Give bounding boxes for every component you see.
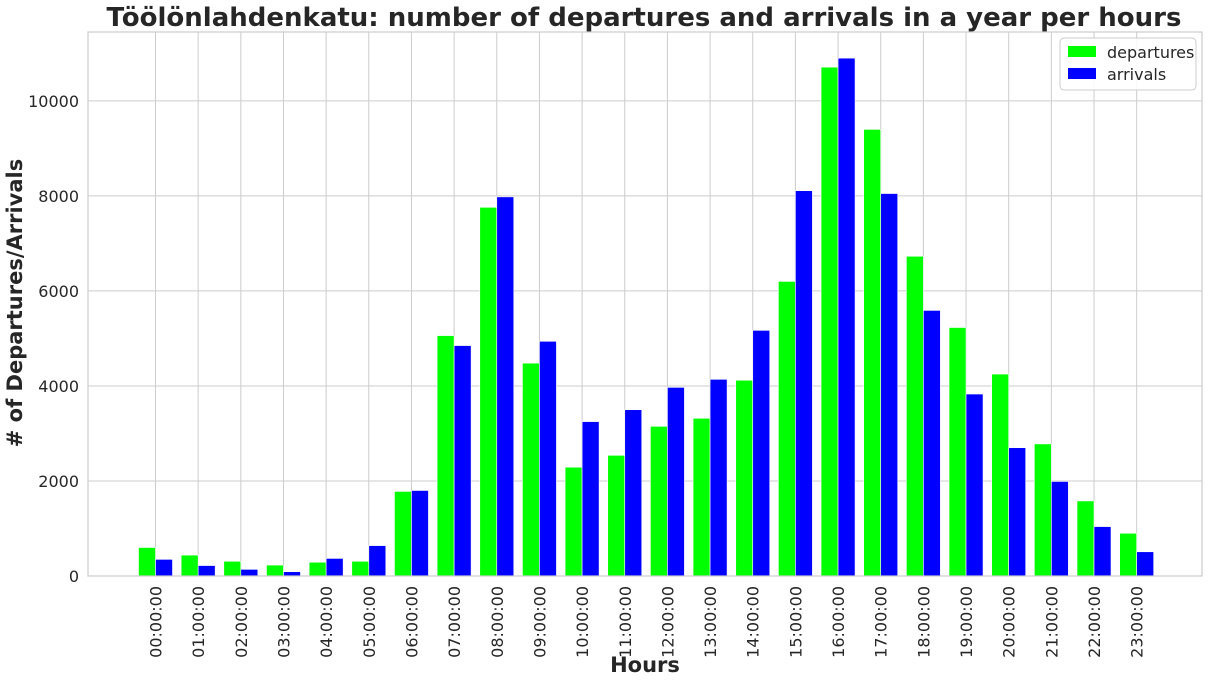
bar-arrivals [539,340,557,577]
bar-departures [735,379,754,577]
chart-title: Töölönlahdenkatu: number of departures a… [107,3,1182,33]
y-tick-label: 4000 [38,377,79,396]
bar-arrivals [965,393,984,577]
axes-layer: 0 2000 4000 6000 8000 10000 00:00:00 01:00:00 02… [28,31,1203,658]
x-tick-label: 19:00:00 [957,586,976,658]
bar-departures [351,560,370,577]
bar-arrivals [197,565,216,577]
bar-arrivals [581,421,600,577]
bar-departures [607,455,626,577]
x-tick-label: 01:00:00 [189,586,208,658]
bar-arrivals [923,310,941,577]
x-tick-label: 02:00:00 [232,586,251,658]
x-tick-label: 23:00:00 [1128,586,1147,658]
bar-arrivals [240,569,259,577]
x-tick-label: 16:00:00 [829,586,848,658]
bar-arrivals [368,545,387,577]
bar-departures [650,426,668,577]
x-tick-label: 11:00:00 [616,586,635,658]
bar-departures [308,561,327,577]
x-axis-label: Hours [610,653,680,677]
bar-arrivals [1093,526,1112,577]
y-tick-label: 6000 [38,282,79,301]
bar-arrivals [624,409,643,577]
bar-departures [692,417,711,577]
legend-label-departures: departures [1107,43,1194,62]
bar-arrivals [496,196,515,577]
bar-departures [991,373,1010,577]
bar-arrivals [795,190,813,577]
bar-departures [522,362,540,577]
x-tick-label: 10:00:00 [573,586,592,658]
bar-arrivals [837,57,856,577]
bar-arrivals [283,571,301,577]
bar-departures [180,554,199,577]
bar-departures [820,66,839,577]
bar-arrivals [1008,447,1027,577]
legend-label-arrivals: arrivals [1107,65,1166,84]
x-tick-label: 18:00:00 [914,586,933,658]
bar-arrivals [1136,551,1154,577]
x-tick-label: 07:00:00 [445,586,464,658]
x-tick-label: 13:00:00 [701,586,720,658]
bar-arrivals [453,345,472,577]
legend: departures arrivals [1059,37,1197,91]
bar-arrivals [752,330,771,577]
x-tick-label: 05:00:00 [360,586,379,658]
bar-arrivals [325,558,344,577]
bar-departures [223,560,242,577]
x-tick-label: 15:00:00 [786,586,805,658]
y-tick-label: 8000 [38,187,79,206]
bar-departures [436,335,455,577]
x-tick-label: 06:00:00 [402,586,421,658]
bar-departures [906,255,924,577]
x-tick-label: 12:00:00 [658,586,677,658]
bar-departures [1034,443,1052,577]
bar-departures [138,547,156,577]
bar-arrivals [1051,481,1069,577]
bar-arrivals [880,193,899,577]
y-tick-label: 2000 [38,472,79,491]
x-tick-label: 00:00:00 [147,586,166,658]
legend-swatch-arrivals [1068,68,1096,79]
bar-departures [778,281,796,577]
y-tick-label: 10000 [28,92,79,111]
x-tick-label: 20:00:00 [1000,586,1019,658]
bar-departures [948,327,967,577]
bar-arrivals [411,490,429,577]
bar-arrivals [709,379,728,577]
x-tick-label: 08:00:00 [488,586,507,658]
bar-departures [863,129,882,577]
x-tick-label: 14:00:00 [744,586,763,658]
x-tick-label: 22:00:00 [1085,586,1104,658]
x-tick-label: 09:00:00 [530,586,549,658]
y-tick-label: 0 [69,567,79,586]
bar-arrivals [155,559,173,577]
plot-frame [87,31,1203,577]
bar-departures [1119,532,1137,577]
y-axis-label: # of Departures/Arrivals [3,159,27,448]
bar-departures [266,564,284,577]
x-tick-label: 17:00:00 [872,586,891,658]
bar-arrivals [667,387,685,577]
bar-departures [564,466,583,577]
bar-departures [394,491,412,577]
x-tick-label: 21:00:00 [1042,586,1061,658]
x-tick-label: 04:00:00 [317,586,336,658]
bar-departures [1076,500,1095,577]
bar-departures [479,207,498,577]
legend-swatch-departures [1068,46,1096,57]
x-tick-label: 03:00:00 [274,586,293,658]
bars-layer [138,57,1154,577]
